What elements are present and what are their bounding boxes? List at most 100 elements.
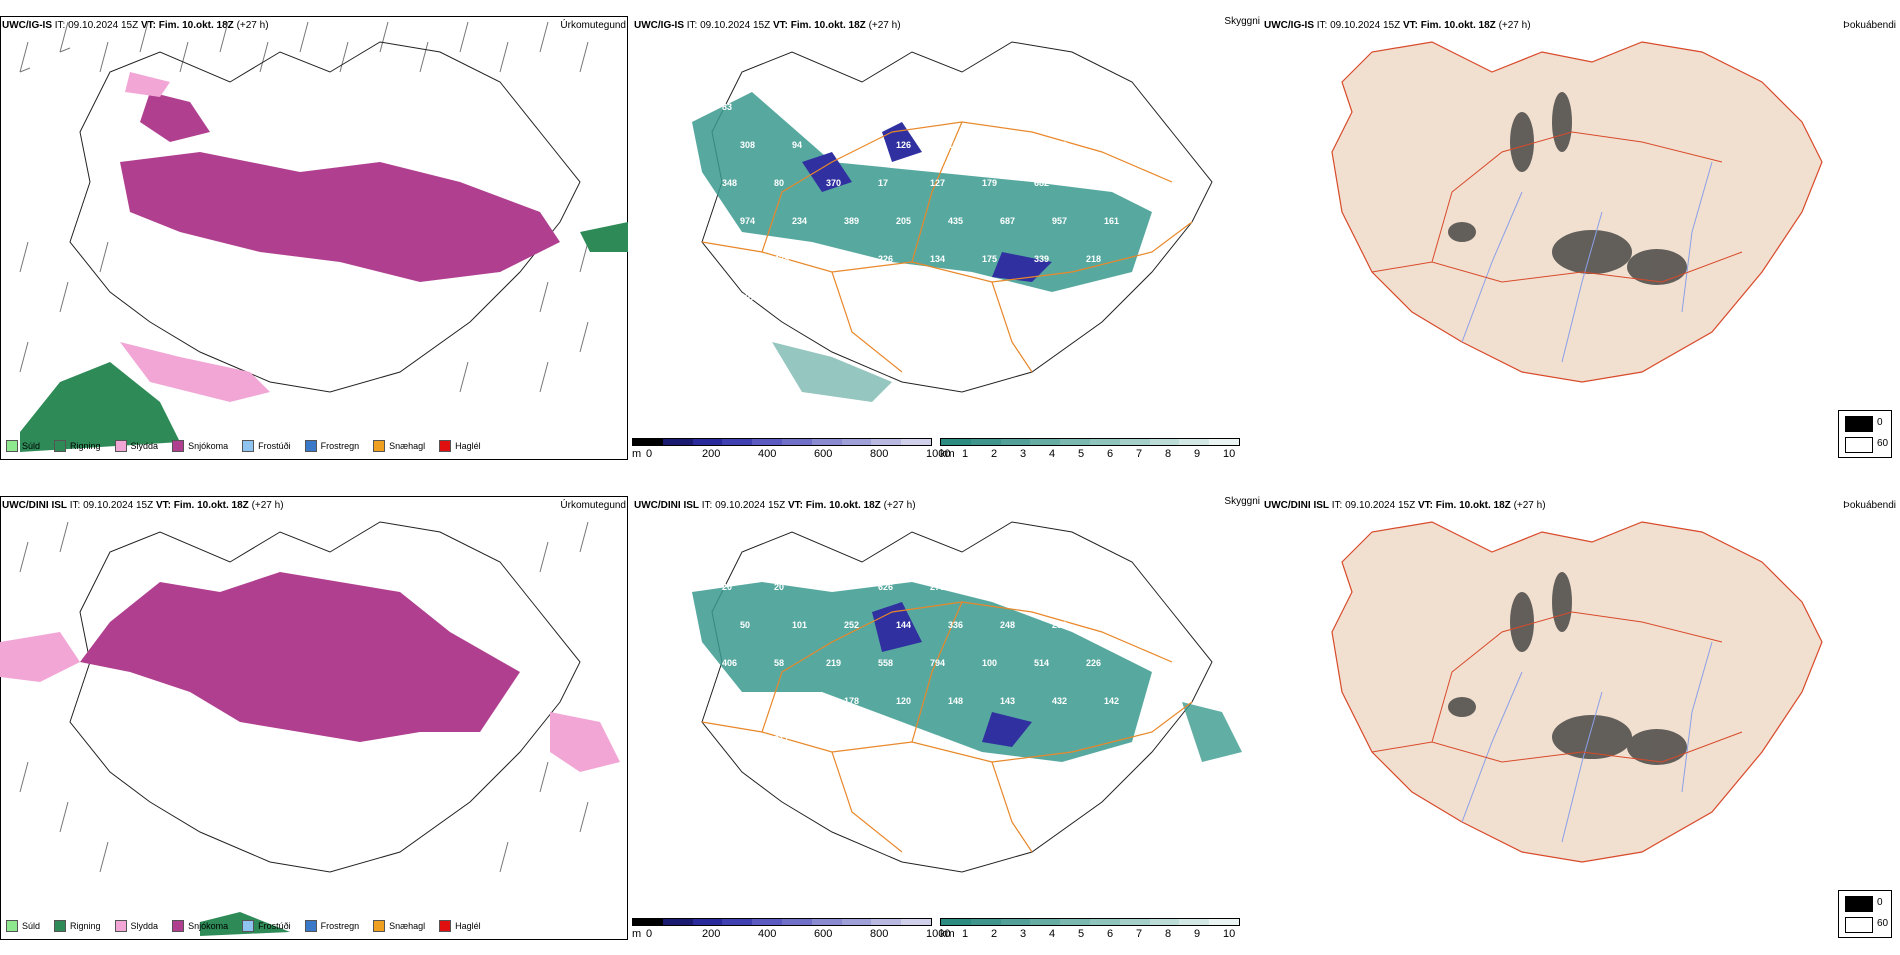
distance-tick-label: 6	[1107, 448, 1114, 460]
cloud-base-label: 101	[792, 620, 808, 630]
colorbar-cell	[1209, 919, 1239, 925]
road-network	[701, 601, 1193, 853]
panel-title: Skyggni	[1224, 16, 1260, 27]
cloud-base-label: 370	[826, 178, 842, 188]
vt-label: VT:	[140, 20, 156, 31]
legend-label: Frostúði	[258, 441, 291, 451]
distance-tick-label: 6	[1107, 928, 1114, 940]
colorbars: m 0 200 400 600 800 1000 km 1 2 3 4 5 6 7 8 9 10	[632, 438, 1260, 460]
cloud-base-label: 682	[1034, 178, 1050, 188]
cloud-base-label: 558	[878, 658, 894, 668]
colorbar-cell	[1089, 919, 1120, 925]
run-header: UWC/DINI ISL IT: 09.10.2024 15Z VT: Fim.…	[634, 500, 916, 511]
cloud-base-label: 432	[1052, 696, 1068, 706]
legend-label: Haglél	[455, 921, 481, 931]
height-tick-label: 200	[702, 928, 721, 940]
cloud-base-panel: UWC/IG-IS IT: 09.10.2024 15Z VT: Fim. 10…	[632, 12, 1260, 462]
legend-item: Súld	[6, 440, 40, 452]
cloud-base-label: 2	[1000, 140, 1006, 150]
legend-label: Snjókoma	[188, 921, 229, 931]
colorbar-cell	[841, 919, 872, 925]
run-header: UWC/IG-IS IT: 09.10.2024 15Z VT: Fim. 10…	[2, 20, 269, 31]
legend-swatch	[114, 440, 127, 452]
distance-tick-label: 3	[1020, 928, 1027, 940]
cloud-base-label: 282	[1052, 620, 1068, 630]
colorbar-cell	[970, 439, 1001, 445]
legend-swatch	[439, 920, 452, 932]
cloud-base-label: 794	[930, 658, 946, 668]
distance-tick-label: 10	[1223, 928, 1236, 940]
cloud-low-area	[872, 602, 1032, 747]
legend-item: Frostregn	[304, 440, 359, 452]
vt-value: Fim. 10.okt. 18Z	[173, 500, 249, 511]
lead-time: (+27 h)	[1498, 20, 1531, 31]
colorbar-cell	[901, 439, 931, 445]
cloud-base-label: 974	[740, 216, 756, 226]
panel-title: Þokuábendi	[1843, 500, 1896, 511]
cloud-base-label: 21	[826, 102, 837, 112]
fog-key-top-label: 0	[1877, 417, 1883, 428]
it-label: IT:	[1316, 20, 1328, 31]
legend-label: Frostúði	[258, 921, 291, 931]
cloud-base-label: 127	[930, 178, 946, 188]
cloud-base-label: 435	[948, 216, 964, 226]
colorbars: m 0 200 400 600 800 1000 km 1 2 3 4 5 6 7 8 9 10	[632, 918, 1260, 940]
distance-colorbar	[940, 438, 1240, 446]
cloud-base-label: 957	[1052, 216, 1068, 226]
colorbar-cell	[1119, 919, 1150, 925]
legend-item: Rigning	[54, 920, 101, 932]
distance-tick-label: 4	[1049, 448, 1056, 460]
legend-item: Frostregn	[304, 920, 359, 932]
cloud-base-label: 39	[982, 102, 993, 112]
distance-unit: km	[940, 928, 955, 940]
cloud-base-label: 728	[930, 102, 946, 112]
vt-value: Fim. 10.okt. 18Z	[1420, 20, 1496, 31]
cloud-base-label: 226	[1086, 658, 1102, 668]
legend-label: Súld	[22, 441, 41, 451]
fog-indicator-panel: UWC/IG-IS IT: 09.10.2024 15Z VT: Fim. 10…	[1262, 12, 1900, 462]
cloud-base-label: 94	[792, 140, 803, 150]
forecast-row-igis: UWC/IG-IS IT: 09.10.2024 15Z VT: Fim. 10…	[0, 0, 1900, 475]
distance-tick-label: 8	[1165, 448, 1172, 460]
colorbar-cell	[941, 439, 971, 445]
fog-shading	[1448, 92, 1687, 285]
cloud-base-label: 17	[878, 178, 889, 188]
colorbar-cell	[692, 439, 723, 445]
lead-time: (+27 h)	[251, 500, 284, 511]
sleet-area-2	[125, 72, 170, 97]
model-name: UWC/DINI ISL	[634, 500, 699, 511]
legend-label: Snæhagl	[389, 441, 426, 451]
legend-item: Snæhagl	[373, 920, 425, 932]
cloud-base-label: 401	[1086, 178, 1102, 188]
iceland-outline	[701, 41, 1213, 393]
cloud-base-label: 144	[896, 620, 912, 630]
legend-label: Súld	[22, 921, 41, 931]
precip-type-panel: UWC/IG-IS IT: 09.10.2024 15Z VT: Fim. 10…	[0, 12, 630, 462]
cloud-base-label: 273	[844, 292, 860, 302]
cloud-base-label: 20	[774, 582, 785, 592]
cloud-base-label: 106	[826, 734, 842, 744]
colorbar-cell	[871, 919, 902, 925]
panel-title: Úrkomutegund	[560, 500, 626, 511]
cloud-map	[692, 41, 1213, 402]
height-tick-label: 0	[646, 928, 653, 940]
precip-legend: Súld Rigning Slydda Snjókoma Frostúði Fr…	[6, 920, 481, 932]
legend-swatch	[439, 440, 452, 452]
legend-swatch	[373, 920, 386, 932]
vt-value: Fim. 10.okt. 18Z	[158, 20, 234, 31]
legend-item: Slydda	[114, 920, 158, 932]
cloud-base-label: 219	[826, 658, 842, 668]
legend-label: Snjókoma	[188, 441, 229, 451]
height-tick-label: 0	[646, 448, 653, 460]
colorbar-cell	[781, 919, 812, 925]
cloud-base-label: 237	[722, 734, 738, 744]
it-value: 09.10.2024 15Z	[1330, 20, 1401, 31]
cloud-base-label: 101	[948, 140, 964, 150]
legend-item: Snjókoma	[172, 440, 228, 452]
legend-label: Snæhagl	[389, 921, 426, 931]
wind-barbs	[19, 521, 589, 873]
cloud-base-label: 20	[722, 582, 733, 592]
colorbar-cell	[781, 439, 812, 445]
colorbar-cell	[1030, 919, 1061, 925]
legend-label: Rigning	[70, 921, 101, 931]
